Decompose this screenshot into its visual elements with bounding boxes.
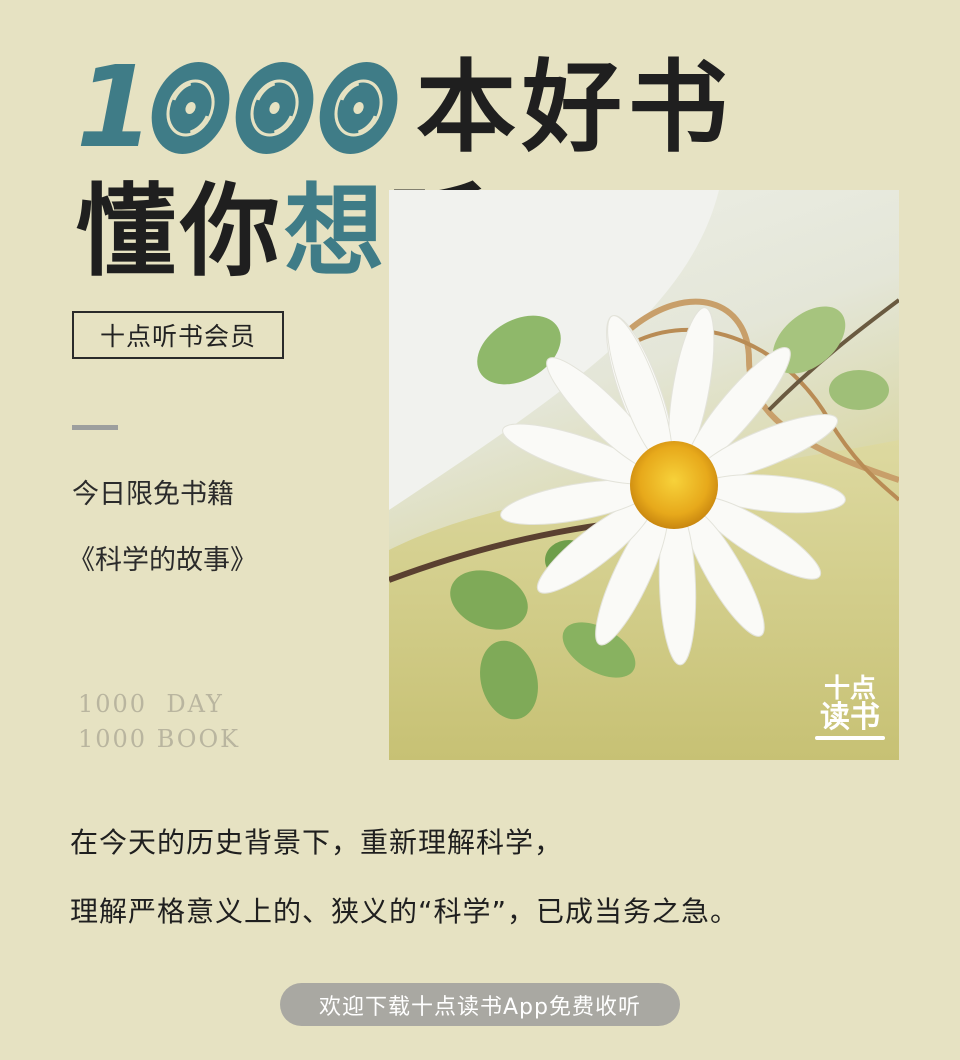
headline-digit-one: 1 [76, 43, 154, 173]
headline-good-books: 本好书 [415, 49, 734, 166]
brand-logo: 十点 读书 [815, 676, 885, 740]
daisy-illustration [389, 190, 899, 760]
free-today-label: 今日限免书籍 [72, 479, 234, 510]
headline-line1: 1 [76, 43, 734, 173]
download-app-button[interactable]: 欢迎下载十点读书App免费收听 [280, 983, 680, 1026]
daisy-photo: 十点 读书 [389, 190, 899, 760]
headline-line2-accent: 想 [284, 173, 388, 290]
headline: 1 [76, 43, 734, 288]
description-line1: 在今天的历史背景下，重新理解科学， [70, 826, 564, 859]
book-title: 《科学的故事》 [68, 545, 257, 576]
headline-line2-pre: 懂你 [76, 173, 284, 290]
divider-dash [72, 425, 118, 430]
brand-logo-line1: 十点 [823, 674, 876, 704]
member-badge: 十点听书会员 [72, 311, 284, 359]
vinyl-disc-icon [150, 60, 230, 156]
english-tagline-line1: 1000 DAY [78, 690, 224, 718]
vinyl-disc-icon [318, 60, 398, 156]
brand-logo-bar [815, 736, 885, 740]
description-line2: 理解严格意义上的、狭义的“科学”，已成当务之急。 [70, 895, 740, 928]
vinyl-disc-icon [234, 60, 314, 156]
english-tagline-line2: 1000 BOOK [78, 725, 241, 753]
brand-logo-line2: 读书 [820, 700, 880, 735]
